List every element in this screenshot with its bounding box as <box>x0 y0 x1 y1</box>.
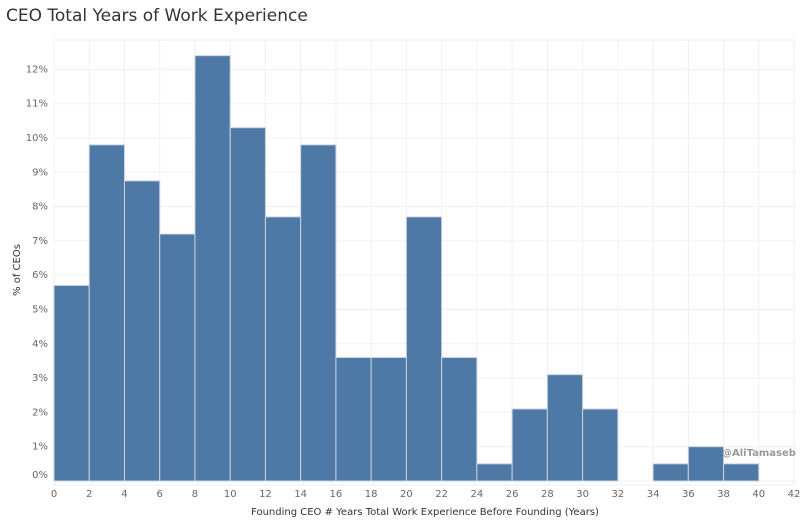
x-tick-label: 8 <box>192 489 198 500</box>
y-tick-label: 1% <box>32 442 48 453</box>
y-tick-label: 12% <box>26 64 48 75</box>
histogram-bar <box>123 180 161 482</box>
histogram-bar <box>194 55 231 482</box>
y-axis-label: % of CEOs <box>12 244 23 296</box>
x-tick-label: 28 <box>541 489 554 500</box>
chart-title: CEO Total Years of Work Experience <box>6 6 308 26</box>
histogram-bar <box>53 284 90 482</box>
histogram-bar <box>159 233 196 482</box>
y-tick-label: 10% <box>26 133 48 144</box>
x-axis-label: Founding CEO # Years Total Work Experien… <box>251 507 599 518</box>
histogram-bar <box>476 463 513 482</box>
x-tick-label: 30 <box>576 489 589 500</box>
y-tick-label: 6% <box>32 270 48 281</box>
x-tick-label: 14 <box>294 489 307 500</box>
watermark-annotation: @AliTamaseb <box>722 448 796 459</box>
x-tick-label: 34 <box>647 489 660 500</box>
x-tick-label: 32 <box>611 489 624 500</box>
x-tick-label: 38 <box>717 489 730 500</box>
y-tick-label: 0% <box>32 470 48 481</box>
x-tick-label: 40 <box>752 489 765 500</box>
x-tick-label: 18 <box>365 489 378 500</box>
histogram-bar <box>405 216 443 482</box>
x-tick-label: 42 <box>788 489 800 500</box>
histogram-bar <box>652 463 689 482</box>
y-tick-label: 9% <box>32 167 48 178</box>
histogram-bar <box>582 408 619 482</box>
x-tick-label: 10 <box>224 489 237 500</box>
y-tick-label: 3% <box>32 373 48 384</box>
x-tick-label: 22 <box>435 489 448 500</box>
histogram-bar <box>441 357 478 482</box>
y-tick-label: 4% <box>32 339 48 350</box>
histogram-bar <box>300 144 337 482</box>
x-tick-label: 16 <box>330 489 343 500</box>
histogram-bar <box>546 374 584 482</box>
histogram-bar <box>370 357 407 482</box>
histogram-bar <box>229 127 266 482</box>
x-tick-label: 12 <box>259 489 272 500</box>
x-tick-label: 6 <box>157 489 163 500</box>
y-tick-label: 7% <box>32 236 48 247</box>
y-tick-label: 2% <box>32 407 48 418</box>
histogram-bar <box>511 408 548 482</box>
y-tick-label: 8% <box>32 202 48 213</box>
histogram-bar <box>88 144 125 482</box>
histogram-bar <box>723 463 760 482</box>
histogram-bar <box>687 446 725 482</box>
x-tick-label: 4 <box>121 489 127 500</box>
x-tick-label: 36 <box>682 489 695 500</box>
y-tick-label: 11% <box>26 99 48 110</box>
histogram-bar <box>264 216 302 482</box>
x-tick-label: 20 <box>400 489 413 500</box>
x-tick-label: 24 <box>471 489 484 500</box>
x-tick-label: 0 <box>51 489 57 500</box>
histogram-bar <box>335 357 372 482</box>
x-tick-label: 26 <box>506 489 519 500</box>
y-tick-label: 5% <box>32 305 48 316</box>
x-tick-label: 2 <box>86 489 92 500</box>
